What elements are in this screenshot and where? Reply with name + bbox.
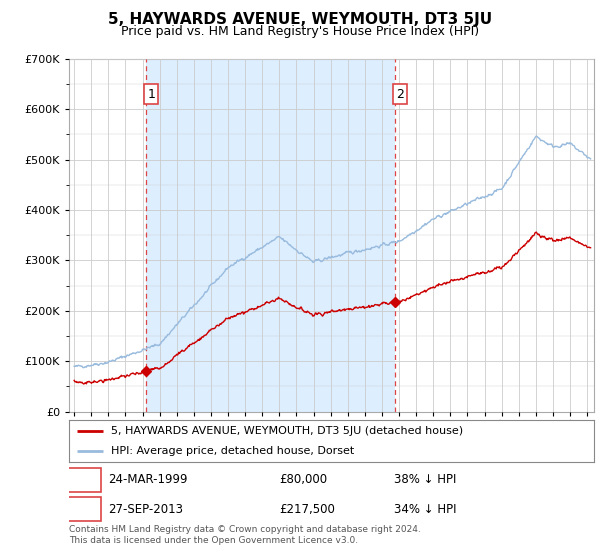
Text: 24-MAR-1999: 24-MAR-1999 (109, 473, 188, 486)
Text: £80,000: £80,000 (279, 473, 327, 486)
Text: 1: 1 (80, 473, 88, 486)
Text: Price paid vs. HM Land Registry's House Price Index (HPI): Price paid vs. HM Land Registry's House … (121, 25, 479, 38)
Text: 2: 2 (396, 87, 404, 101)
Text: Contains HM Land Registry data © Crown copyright and database right 2024.
This d: Contains HM Land Registry data © Crown c… (69, 525, 421, 545)
Text: 1: 1 (148, 87, 155, 101)
Text: 5, HAYWARDS AVENUE, WEYMOUTH, DT3 5JU: 5, HAYWARDS AVENUE, WEYMOUTH, DT3 5JU (108, 12, 492, 27)
FancyBboxPatch shape (68, 468, 101, 492)
FancyBboxPatch shape (68, 497, 101, 521)
Text: 5, HAYWARDS AVENUE, WEYMOUTH, DT3 5JU (detached house): 5, HAYWARDS AVENUE, WEYMOUTH, DT3 5JU (d… (111, 426, 463, 436)
Bar (146, 59, 395, 412)
Text: 27-SEP-2013: 27-SEP-2013 (109, 503, 184, 516)
Text: 2: 2 (80, 503, 88, 516)
Text: £217,500: £217,500 (279, 503, 335, 516)
Text: 34% ↓ HPI: 34% ↓ HPI (395, 503, 457, 516)
Text: HPI: Average price, detached house, Dorset: HPI: Average price, detached house, Dors… (111, 446, 354, 456)
Text: 38% ↓ HPI: 38% ↓ HPI (395, 473, 457, 486)
